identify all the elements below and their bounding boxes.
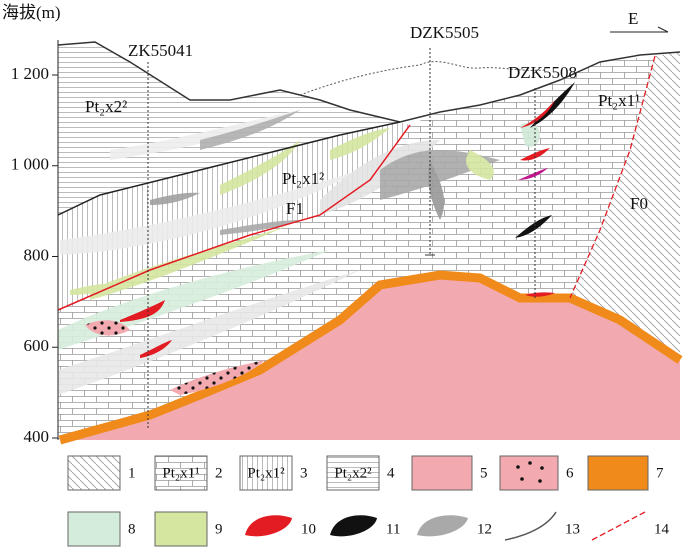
unit-label: Pt₂x2² bbox=[85, 97, 127, 116]
legend-number: 14 bbox=[654, 521, 670, 537]
granite bbox=[60, 275, 680, 440]
drill-label: DZK5505 bbox=[410, 23, 479, 42]
legend-swatch bbox=[417, 515, 468, 537]
legend-swatch bbox=[239, 455, 293, 491]
lenses bbox=[58, 110, 540, 395]
legend-swatch bbox=[330, 515, 377, 537]
contact-zone bbox=[58, 270, 683, 445]
legend-swatch bbox=[326, 455, 380, 491]
legend-number: 5 bbox=[480, 465, 488, 481]
legend-swatch bbox=[154, 511, 208, 547]
y-tick-label: 400 bbox=[24, 427, 50, 446]
legend-number: 11 bbox=[386, 521, 400, 537]
surface-line bbox=[57, 41, 681, 123]
legend-label: Pt₂x1² bbox=[247, 465, 285, 481]
legend-number: 4 bbox=[387, 465, 395, 481]
legend-swatch bbox=[154, 455, 208, 491]
legend-swatch bbox=[504, 511, 557, 541]
arrow-head bbox=[657, 26, 669, 33]
fault-block-east bbox=[570, 52, 680, 360]
unit-label: Pt₂x1¹ bbox=[598, 91, 640, 110]
legend-swatch bbox=[67, 455, 121, 491]
legend-number: 9 bbox=[215, 521, 223, 537]
legend-label: Pt₂x1¹ bbox=[162, 465, 199, 481]
y-tick-label: 800 bbox=[24, 245, 50, 264]
y-tick-label: 1 200 bbox=[11, 64, 49, 83]
drill-label: DZK5508 bbox=[508, 63, 577, 82]
legend-number: 6 bbox=[566, 465, 574, 481]
direction-label: E bbox=[628, 9, 638, 28]
legend-swatch bbox=[591, 511, 646, 541]
legend-number: 8 bbox=[128, 521, 136, 537]
section bbox=[57, 26, 683, 445]
legend-number: 3 bbox=[300, 465, 308, 481]
legend-number: 1 bbox=[128, 465, 136, 481]
paleo-surface bbox=[299, 61, 546, 96]
dotted-zone bbox=[85, 320, 130, 336]
legend-swatch bbox=[499, 455, 559, 491]
legend-number: 10 bbox=[301, 521, 316, 537]
fault-f1 bbox=[57, 124, 411, 311]
fault-label: F0 bbox=[630, 194, 648, 213]
legend-swatch bbox=[245, 515, 292, 537]
fault-label: F1 bbox=[286, 199, 304, 218]
dotted-zone bbox=[170, 360, 265, 395]
legend-label: Pt₂x2² bbox=[334, 465, 372, 481]
boundary bbox=[57, 121, 401, 216]
unit-pt2x1-1 bbox=[58, 56, 655, 440]
unit-label: Pt₂x1² bbox=[282, 169, 324, 188]
ore-bodies bbox=[120, 82, 575, 358]
legend-number: 12 bbox=[477, 521, 492, 537]
legend-number: 13 bbox=[565, 521, 580, 537]
y-tick-label: 600 bbox=[24, 336, 50, 355]
drill-label: ZK55041 bbox=[128, 41, 193, 60]
legend-number: 7 bbox=[656, 465, 664, 481]
legend-number: 2 bbox=[215, 465, 223, 481]
legend-swatch bbox=[67, 511, 121, 547]
fault-f0 bbox=[569, 55, 656, 299]
legend-swatch bbox=[587, 455, 649, 491]
y-tick-label: 1 000 bbox=[11, 155, 49, 174]
axis-title: 海拔(m) bbox=[2, 3, 61, 22]
legend-swatch bbox=[411, 455, 473, 491]
